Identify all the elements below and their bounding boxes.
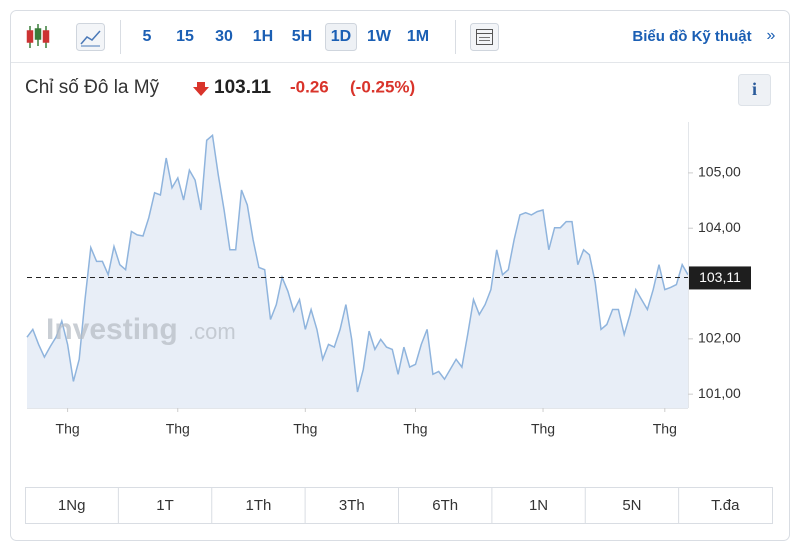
- range-button[interactable]: 6Th: [432, 497, 458, 514]
- range-button[interactable]: 1N: [529, 497, 548, 514]
- range-button[interactable]: T.đa: [711, 497, 740, 514]
- interval-button[interactable]: 5: [143, 28, 152, 45]
- area: [27, 135, 688, 409]
- y-tick-label: 102,00: [698, 330, 741, 346]
- interval-button[interactable]: 30: [215, 28, 233, 45]
- interval-button[interactable]: 1D: [331, 28, 351, 45]
- down-arrow: [193, 82, 209, 96]
- info-label: i: [752, 79, 757, 99]
- technical-link[interactable]: Biểu đồ Kỹ thuật: [632, 28, 751, 45]
- price-tag-label: 103,11: [699, 269, 741, 285]
- x-tick-label: Thg: [293, 421, 317, 437]
- interval-button[interactable]: 1M: [407, 28, 429, 45]
- change: -0.26: [290, 77, 329, 96]
- info-button[interactable]: [738, 74, 771, 106]
- active-interval-box: [325, 23, 357, 51]
- price: 103.11: [214, 77, 271, 98]
- x-tick-label: Thg: [531, 421, 555, 437]
- x-tick-label: Thg: [653, 421, 677, 437]
- line-icon[interactable]: [76, 23, 105, 51]
- table-icon[interactable]: [470, 23, 499, 51]
- change-percent: (-0.25%): [350, 77, 415, 96]
- interval-button[interactable]: 1H: [253, 28, 273, 45]
- x-tick-label: Thg: [403, 421, 427, 437]
- instrument-name: Chỉ số Đô la Mỹ: [25, 77, 160, 98]
- x-tick-label: Thg: [56, 421, 80, 437]
- price-tag: [689, 266, 751, 290]
- candle-icon[interactable]: [26, 24, 50, 48]
- y-tick-label: 101,00: [698, 385, 741, 401]
- range-button[interactable]: 1Th: [246, 497, 272, 514]
- range-button[interactable]: 1Ng: [58, 497, 86, 514]
- watermark-suffix: .com: [188, 319, 236, 344]
- link-arrow[interactable]: »: [767, 27, 776, 44]
- interval-button[interactable]: 15: [176, 28, 194, 45]
- y-tick-label: 105,00: [698, 164, 741, 180]
- y-tick-label: 104,00: [698, 219, 741, 235]
- range-button[interactable]: 3Th: [339, 497, 365, 514]
- watermark-brand: Investing: [46, 313, 178, 346]
- price-line: [26, 133, 689, 393]
- interval-button[interactable]: 5H: [292, 28, 312, 45]
- range-button[interactable]: 5N: [622, 497, 641, 514]
- range-button[interactable]: 1T: [156, 497, 174, 514]
- x-tick-label: Thg: [166, 421, 190, 437]
- interval-button[interactable]: 1W: [367, 28, 392, 45]
